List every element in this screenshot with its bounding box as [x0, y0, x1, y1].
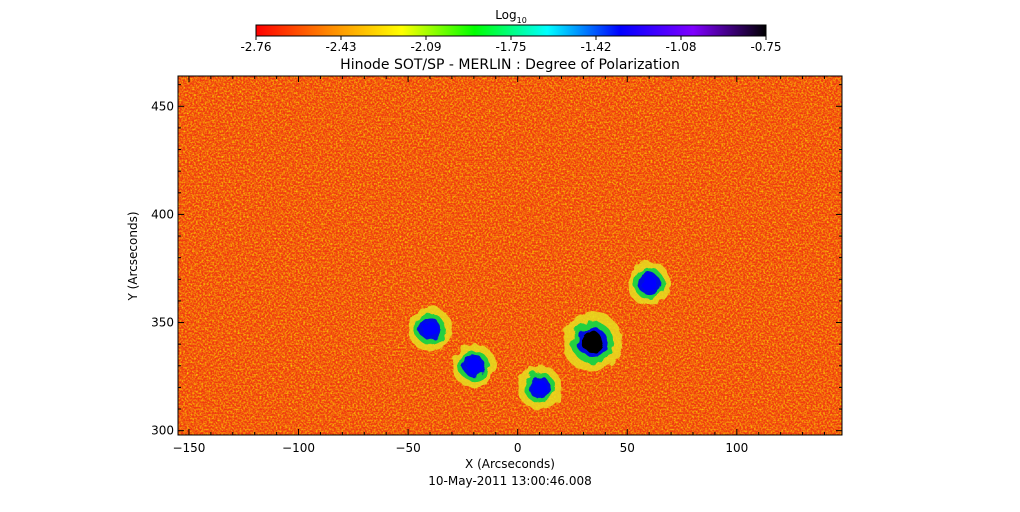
x-tick-label: 50	[620, 441, 635, 455]
x-tick-label: −100	[282, 441, 315, 455]
y-axis-label: Y (Arcseconds)	[126, 211, 140, 301]
y-tick-label: 400	[151, 207, 174, 221]
x-tick-label: 0	[514, 441, 522, 455]
plot-frame	[177, 75, 843, 436]
y-tick-label: 350	[151, 316, 174, 330]
colorbar-tick-label: -2.43	[325, 40, 356, 54]
colorbar-ticks: -2.76 -2.43 -2.09 -1.75 -1.42 -1.08 -0.75	[240, 36, 782, 54]
feature-center	[422, 321, 438, 337]
chart-title: Hinode SOT/SP - MERLIN : Degree of Polar…	[340, 57, 680, 73]
feature-center	[531, 379, 548, 396]
y-tick-label: 300	[151, 424, 174, 438]
colorbar-tick-label: -2.76	[240, 40, 271, 54]
colorbar-gradient	[255, 24, 767, 37]
feature-center	[641, 275, 657, 292]
x-tick-label: −150	[172, 441, 205, 455]
x-tick-label: −50	[395, 441, 420, 455]
x-axis: −150 −100 −50 0 50 100	[172, 76, 825, 455]
colorbar: Log10 -2.76 -2.43 -2.09 -1.75 -1.42 -1.08 -0.7…	[240, 8, 781, 54]
y-axis: 300 350 400 450	[151, 84, 842, 438]
heatmap-features	[408, 261, 672, 410]
colorbar-tick-label: -0.75	[750, 40, 781, 54]
heatmap-speckle	[178, 76, 842, 435]
chart-subtitle: 10-May-2011 13:00:46.008	[428, 474, 592, 488]
colorbar-tick-label: -1.42	[580, 40, 611, 54]
colorbar-tick-label: -1.08	[665, 40, 696, 54]
x-axis-label: X (Arcseconds)	[465, 457, 555, 471]
x-tick-label: 100	[725, 441, 748, 455]
colorbar-tick-label: -1.75	[495, 40, 526, 54]
plot-area	[178, 76, 842, 435]
feature-center	[581, 331, 603, 353]
colorbar-tick-label: -2.09	[410, 40, 441, 54]
colorbar-label: Log10	[495, 8, 527, 25]
feature-center	[466, 358, 482, 374]
y-tick-label: 450	[151, 99, 174, 113]
